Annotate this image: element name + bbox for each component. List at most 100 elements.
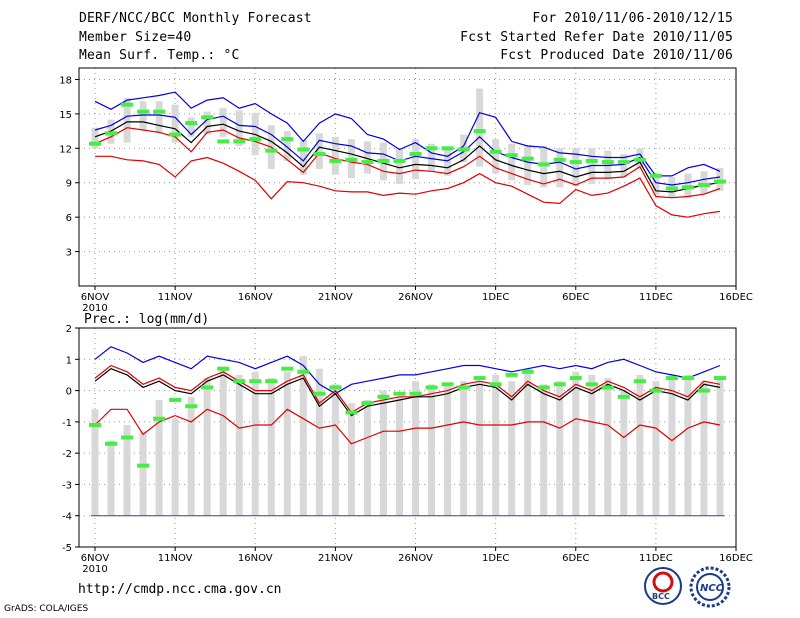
spread-bar (476, 88, 484, 167)
x-tick-label: 11DEC (639, 553, 673, 564)
series-line-max (94, 91, 721, 177)
spread-bar (91, 127, 99, 149)
obs-marker (489, 382, 502, 387)
obs-marker (681, 185, 694, 190)
ncc-logo: NCC (689, 566, 731, 608)
series-line-upper (94, 114, 721, 186)
spread-bar (235, 374, 243, 516)
series-line-min (95, 155, 721, 218)
website-url[interactable]: http://cmdp.ncc.cma.gov.cn (78, 582, 282, 597)
obs-marker (617, 160, 630, 165)
variable-label: Mean Surf. Temp.: °C (79, 48, 240, 63)
spread-bar (540, 384, 548, 516)
obs-marker (201, 385, 214, 390)
x-tick-label: 6NOV (81, 553, 110, 564)
spread-bar (428, 143, 436, 172)
spread-bar (652, 381, 660, 516)
spread-bar (187, 396, 195, 516)
obs-marker (313, 152, 326, 157)
obs-marker (569, 376, 582, 381)
obs-marker (233, 379, 246, 384)
spread-bar (444, 384, 452, 516)
x-tick-label: 21NOV (318, 553, 353, 564)
spread-bar (604, 378, 612, 516)
obs-marker (233, 139, 246, 144)
obs-marker (553, 382, 566, 387)
spread-bar (363, 141, 371, 174)
spread-bar (476, 381, 484, 516)
obs-marker (169, 132, 182, 137)
obs-marker (297, 369, 310, 374)
spread-bar (107, 440, 115, 516)
spread-bar (492, 139, 500, 174)
x-tick-label: 1DEC (482, 292, 509, 303)
obs-marker (185, 404, 198, 409)
obs-marker (489, 149, 502, 154)
obs-marker (249, 137, 262, 142)
spread-bar (620, 154, 628, 177)
obs-marker (361, 401, 374, 406)
x-tick-label: 11NOV (158, 553, 193, 564)
spread-bar (492, 374, 500, 516)
obs-marker (505, 372, 518, 377)
obs-marker (361, 160, 374, 165)
obs-marker (89, 422, 101, 427)
spread-bar (540, 146, 548, 188)
obs-marker (601, 385, 614, 390)
obs-marker (617, 394, 630, 399)
spread-bar (508, 143, 516, 181)
x-tick-label: 21NOV (318, 292, 353, 303)
spread-bar (395, 396, 403, 516)
spread-bar (155, 399, 163, 516)
spread-bar (379, 390, 387, 516)
obs-marker (633, 157, 646, 162)
spread-bar (219, 368, 227, 516)
forecast-period: For 2010/11/06-2010/12/15 (532, 11, 733, 26)
obs-marker (265, 148, 278, 153)
spread-bar (395, 148, 403, 184)
grads-credit: GrADS: COLA/IGES (4, 604, 89, 614)
obs-marker (425, 146, 438, 151)
obs-marker (249, 379, 262, 384)
precip-label: Prec.: log(mm/d) (84, 312, 209, 327)
x-tick-label: 26NOV (398, 292, 433, 303)
bcc-logo-text: BCC (652, 592, 670, 601)
obs-marker (521, 369, 534, 374)
spread-bar (572, 371, 580, 516)
x-tick-label: 16DEC (719, 553, 753, 564)
spread-bar (556, 148, 564, 188)
obs-marker (153, 109, 166, 114)
chart-title: DERF/NCC/BCC Monthly Forecast (79, 11, 312, 26)
obs-marker (633, 379, 646, 384)
obs-marker (601, 160, 614, 165)
spread-bar (299, 140, 307, 175)
obs-marker (121, 435, 134, 440)
spread-bar (267, 378, 275, 516)
spread-bar (556, 381, 564, 516)
spread-bar (700, 171, 708, 195)
spread-bar (716, 167, 724, 191)
spread-bar (283, 371, 291, 516)
x-tick-label: 6DEC (562, 292, 589, 303)
spread-bar (700, 381, 708, 516)
forecast-start-date: Fcst Started Refer Date 2010/11/05 (460, 30, 733, 45)
y-tick-label: 18 (59, 75, 72, 86)
obs-marker (714, 179, 726, 184)
obs-marker (665, 186, 678, 191)
obs-marker (585, 158, 598, 163)
x-tick-label: 16DEC (719, 292, 753, 303)
spread-bar (123, 97, 131, 143)
obs-marker (521, 156, 534, 161)
spread-bar (219, 108, 227, 137)
obs-marker (89, 141, 101, 146)
obs-marker (457, 147, 470, 152)
spread-bar (203, 378, 211, 516)
obs-marker (409, 391, 422, 396)
spread-bar (508, 381, 516, 516)
spread-bar (91, 409, 99, 516)
bcc-logo: BCC (644, 567, 682, 605)
spread-bar (636, 374, 644, 516)
y-tick-label: 1 (66, 355, 72, 366)
spread-bar (572, 148, 580, 187)
